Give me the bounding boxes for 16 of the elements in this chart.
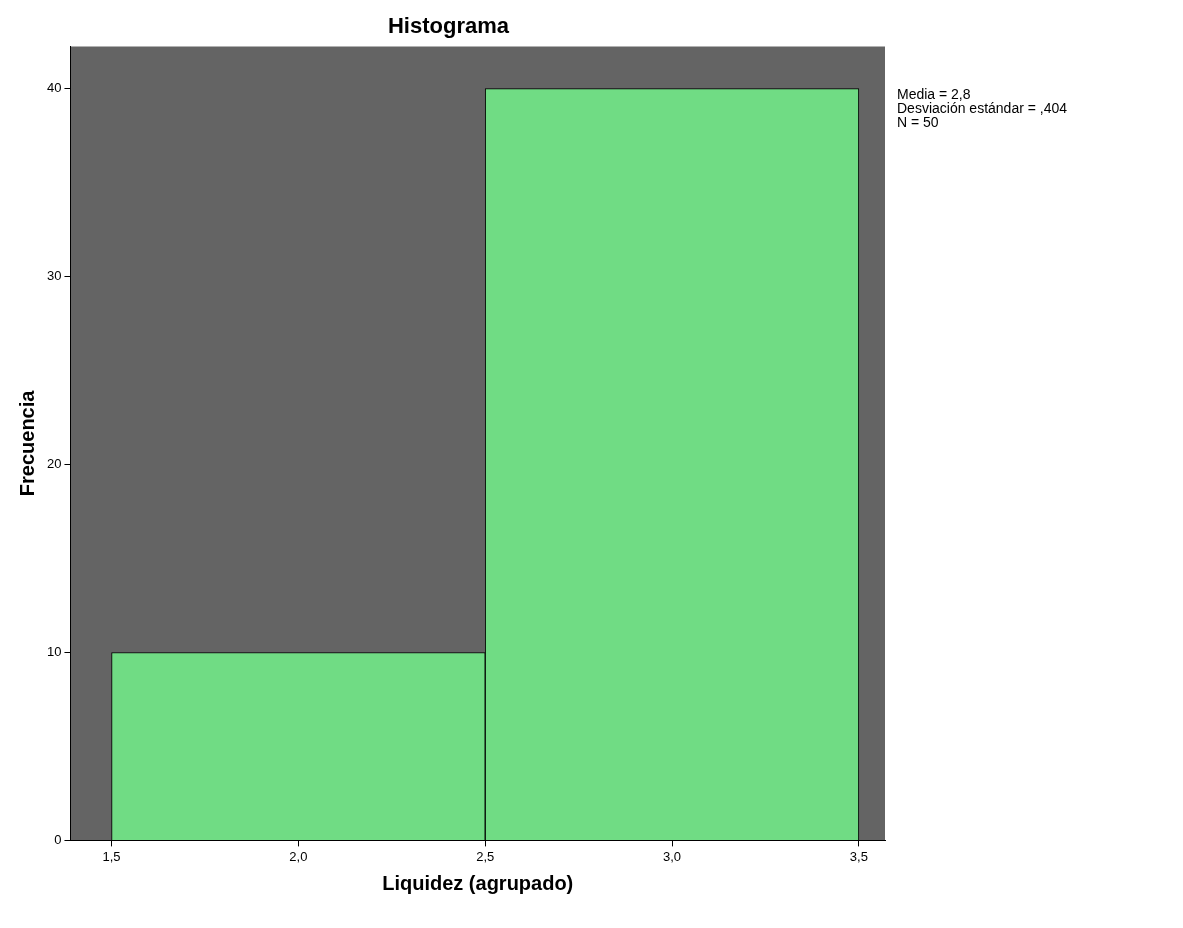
- text: N = 50: [897, 114, 939, 131]
- x-tick-label: 2,5: [476, 848, 495, 864]
- x-tick-label: 3,5: [849, 848, 868, 864]
- y-tick-label: 0: [54, 831, 62, 847]
- x-axis-title: Liquidez (agrupado): [382, 871, 574, 894]
- x-tick-label: 2,0: [289, 848, 308, 864]
- y-tick-label: 30: [46, 268, 62, 284]
- y-tick-label: 40: [46, 80, 62, 96]
- y-tick-label: 20: [46, 456, 62, 472]
- y-axis-title: Frecuencia: [15, 389, 38, 497]
- x-tick-label: 1,5: [102, 848, 121, 864]
- text: Media = 2,8: [897, 86, 971, 103]
- x-tick-label: 3,0: [662, 848, 682, 864]
- text: Desviación estándar = ,404: [897, 100, 1068, 117]
- y-tick-label: 10: [46, 644, 62, 660]
- chart-title: Histograma: [387, 13, 510, 39]
